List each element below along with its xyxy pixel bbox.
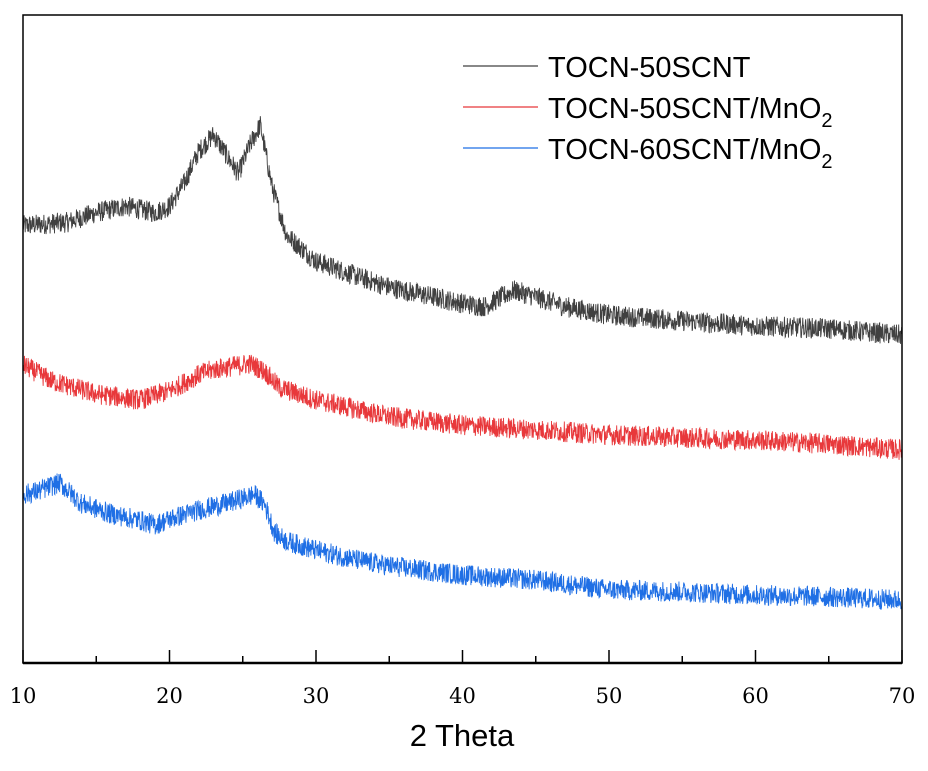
series-layer <box>22 116 903 610</box>
series-line-2 <box>22 473 903 610</box>
x-axis-ticks: 10 20 30 40 50 60 70 <box>10 650 916 708</box>
legend-label-1: TOCN-50SCNT/MnO2 <box>548 93 833 132</box>
x-tick-label: 70 <box>889 684 916 708</box>
legend-label-main: TOCN-50SCNT/MnO <box>548 93 821 125</box>
x-tick-label: 30 <box>303 684 330 708</box>
legend-label-main: TOCN-60SCNT/MnO <box>548 134 821 166</box>
legend-label-0: TOCN-50SCNT <box>548 52 751 84</box>
legend: TOCN-50SCNTTOCN-50SCNT/MnO2TOCN-60SCNT/M… <box>463 52 833 173</box>
x-tick-label: 40 <box>449 684 476 708</box>
x-tick-label: 20 <box>156 684 183 708</box>
legend-label-subscript: 2 <box>821 151 832 173</box>
legend-label-2: TOCN-60SCNT/MnO2 <box>548 134 833 173</box>
x-axis-title: 2 Theta <box>410 718 515 753</box>
legend-label-subscript: 2 <box>821 110 832 132</box>
x-tick-label: 50 <box>596 684 623 708</box>
legend-label-main: TOCN-50SCNT <box>548 52 751 84</box>
x-tick-label: 10 <box>10 684 37 708</box>
series-line-0 <box>22 116 903 344</box>
series-line-1 <box>22 354 903 460</box>
x-tick-label: 60 <box>742 684 769 708</box>
